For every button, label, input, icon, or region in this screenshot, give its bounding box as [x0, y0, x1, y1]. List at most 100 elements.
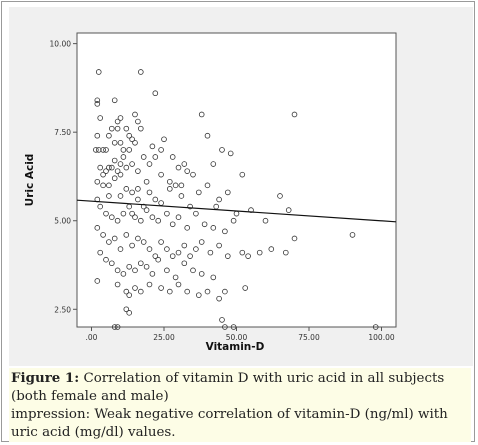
data-point: [198, 239, 205, 245]
data-point: [114, 267, 121, 274]
x-tick-label: 100.00: [368, 333, 394, 342]
data-point: [152, 253, 159, 259]
data-point: [95, 147, 102, 153]
data-point: [268, 246, 275, 252]
data-point: [140, 239, 147, 245]
data-point: [106, 132, 112, 139]
data-point: [129, 210, 135, 217]
y-tick-label: 10.00: [50, 40, 72, 49]
data-point: [94, 178, 101, 185]
data-point: [106, 182, 112, 189]
data-point: [155, 217, 162, 224]
data-point: [204, 288, 211, 295]
data-point: [372, 324, 379, 330]
data-point: [181, 161, 188, 167]
data-point: [111, 324, 118, 330]
data-point: [94, 132, 101, 139]
data-point: [198, 271, 205, 277]
data-point: [164, 210, 170, 217]
impression-text: impression: Weak negative correlation of…: [11, 407, 448, 440]
data-point: [143, 178, 150, 185]
data-point: [155, 256, 162, 263]
data-point: [172, 274, 179, 281]
data-point: [94, 225, 101, 231]
data-point: [219, 317, 225, 323]
data-point: [123, 125, 130, 132]
data-point: [161, 136, 167, 143]
data-point: [196, 189, 202, 196]
x-tick-label: 75.00: [298, 333, 320, 342]
figure-label: Figure 1:: [11, 370, 80, 386]
data-point: [222, 228, 228, 235]
data-point: [114, 217, 121, 224]
data-point: [184, 225, 191, 231]
data-point: [126, 310, 132, 316]
data-point: [178, 182, 185, 189]
data-point: [216, 196, 222, 203]
data-point: [175, 164, 182, 171]
data-point: [239, 249, 246, 256]
data-point: [158, 147, 164, 153]
data-point: [111, 235, 118, 242]
data-point: [175, 214, 182, 220]
data-point: [135, 186, 141, 192]
data-point: [169, 154, 176, 160]
data-point: [149, 143, 156, 150]
data-point: [227, 150, 234, 157]
data-point: [167, 288, 173, 295]
data-point: [138, 217, 144, 224]
data-point: [138, 288, 144, 295]
data-point: [129, 161, 135, 167]
plot-area: [76, 32, 397, 328]
figure-text: Correlation of vitamin D with uric acid …: [11, 371, 445, 404]
data-point: [120, 210, 127, 217]
data-point: [172, 182, 179, 189]
data-point: [94, 278, 101, 284]
data-point: [94, 97, 101, 104]
data-point: [138, 125, 144, 132]
data-point: [93, 147, 99, 153]
data-point: [94, 101, 101, 107]
data-point: [109, 164, 115, 171]
data-point: [158, 239, 164, 245]
data-point: [135, 168, 141, 174]
data-point: [158, 171, 164, 178]
data-point: [103, 168, 109, 174]
data-point: [146, 189, 153, 196]
data-point: [152, 196, 159, 203]
data-point: [143, 263, 150, 270]
data-point: [123, 288, 130, 295]
data-point: [100, 147, 106, 153]
data-point: [285, 207, 292, 213]
data-point: [132, 285, 138, 291]
data-point: [245, 253, 251, 259]
data-point: [129, 242, 135, 249]
chart-area: 2.50 5.00 7.50 10.00 .00 25.00 50.00 75.00 100.…: [9, 7, 473, 366]
data-point: [262, 217, 269, 224]
data-point: [120, 154, 127, 160]
x-tick-label: 50.00: [226, 333, 248, 342]
data-point: [204, 132, 211, 139]
data-point: [114, 118, 121, 125]
data-point: [204, 182, 211, 189]
data-point: [126, 132, 132, 139]
data-point: [219, 147, 225, 153]
data-point: [132, 111, 138, 118]
data-point: [109, 125, 115, 132]
data-point: [178, 193, 185, 199]
data-point: [149, 271, 156, 277]
data-point: [95, 69, 102, 75]
data-point: [167, 178, 173, 185]
data-point: [114, 281, 121, 288]
data-point: [100, 182, 106, 189]
data-point: [349, 232, 356, 238]
data-point: [117, 161, 124, 167]
data-point: [190, 171, 196, 178]
data-point: [164, 246, 170, 252]
y-tick-label: 7.50: [54, 128, 71, 137]
data-point: [169, 221, 176, 228]
data-point: [230, 324, 237, 330]
data-point: [140, 154, 147, 160]
data-point: [117, 193, 124, 199]
